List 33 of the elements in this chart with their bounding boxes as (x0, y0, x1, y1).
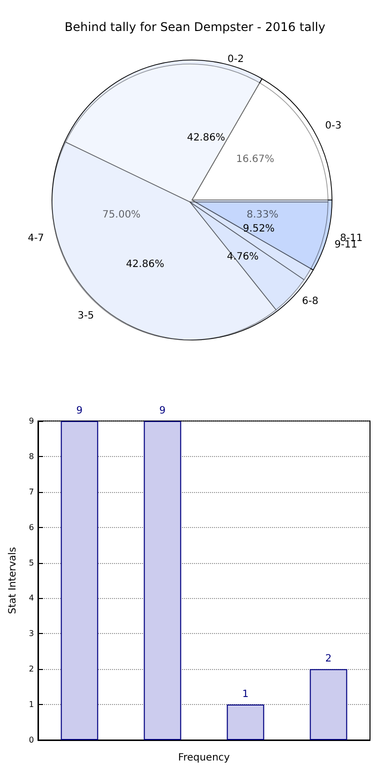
chart-title: Behind tally for Sean Dempster - 2016 tally (64, 20, 326, 34)
data-label: 9 (76, 406, 83, 416)
slice-label: 3-5 (78, 310, 94, 322)
data-label: 8.33% (246, 209, 278, 220)
y-tick-label: 7 (28, 487, 34, 496)
data-label: 9.52% (242, 224, 275, 235)
y-tick-label: 9 (28, 416, 34, 426)
bar (60, 421, 98, 740)
data-label: 9 (159, 406, 166, 416)
y-tick-label: 3 (28, 629, 34, 638)
slice-label: 4-7 (28, 232, 44, 244)
y-tick-label: 2 (28, 664, 34, 674)
slice-label: 9-11 (334, 240, 358, 251)
bar (226, 704, 264, 740)
slice-label: 0-3 (325, 120, 342, 132)
bar (310, 669, 348, 740)
y-tick-label: 1 (28, 700, 34, 710)
slice-label: 0-2 (227, 54, 244, 66)
y-axis-title: Stat Intervals (8, 546, 18, 614)
y-tick-label: 6 (28, 522, 34, 532)
y-tick-label: 5 (28, 558, 34, 568)
data-label: 1 (242, 689, 249, 700)
y-tick-label: 8 (28, 452, 34, 461)
data-label: 16.67% (236, 154, 274, 165)
y-tick-label: 0 (28, 736, 34, 744)
y-tick-label: 4 (28, 594, 34, 603)
bar (144, 421, 182, 740)
data-label: 75.00% (102, 209, 141, 220)
data-label: 2 (325, 654, 332, 665)
data-label: 42.86% (126, 258, 164, 270)
data-label: 42.86% (186, 132, 226, 144)
slice-label: 6-8 (302, 296, 318, 307)
x-axis-title: Frequency (178, 752, 230, 764)
